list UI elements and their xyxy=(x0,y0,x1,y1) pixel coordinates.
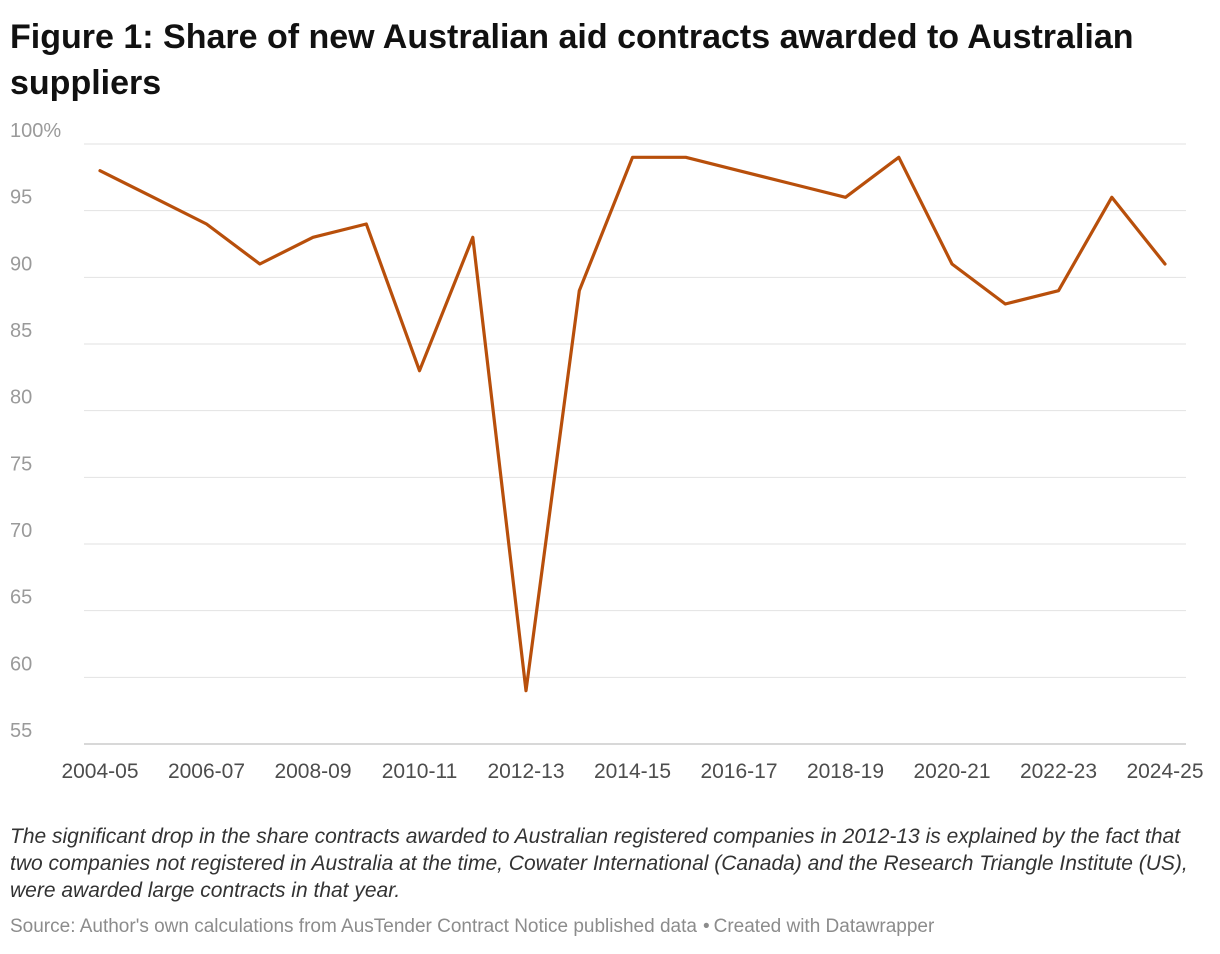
y-tick-label: 80 xyxy=(10,387,32,409)
y-tick-label: 95 xyxy=(10,187,32,209)
y-tick-label: 75 xyxy=(10,453,32,475)
series-line xyxy=(98,155,1167,693)
x-axis-ticks: 2004-05 2006-07 2008-09 2010-11 2012-13 2014-… xyxy=(61,760,1203,783)
gridlines xyxy=(84,143,1186,745)
y-tick-label: 70 xyxy=(10,520,32,542)
y-tick-label: 60 xyxy=(10,653,32,675)
footer-separator: • xyxy=(702,916,710,937)
x-tick-label: 2022-23 xyxy=(1020,760,1097,783)
y-tick-label: 65 xyxy=(10,587,32,609)
x-tick-label: 2024-25 xyxy=(1126,760,1203,783)
x-tick-label: 2016-17 xyxy=(700,760,777,783)
x-tick-label: 2006-07 xyxy=(168,760,245,783)
x-tick-label: 2014-15 xyxy=(594,760,671,783)
y-tick-label: 85 xyxy=(10,320,32,342)
y-axis-ticks: 100% 95 90 85 80 75 70 65 60 55 xyxy=(10,120,61,742)
x-tick-label: 2020-21 xyxy=(913,760,990,783)
y-tick-label: 100% xyxy=(10,120,61,142)
x-tick-label: 2004-05 xyxy=(61,760,138,783)
chart-footer: Source: Author's own calculations from A… xyxy=(10,916,1205,938)
credit-text: Created with Datawrapper xyxy=(713,916,935,937)
y-tick-label: 90 xyxy=(10,253,32,275)
y-tick-label: 55 xyxy=(10,720,32,742)
source-text: Source: Author's own calculations from A… xyxy=(10,916,697,937)
x-tick-label: 2012-13 xyxy=(487,760,564,783)
x-tick-label: 2010-11 xyxy=(382,760,458,783)
chart-title: Figure 1: Share of new Australian aid co… xyxy=(10,18,1134,102)
x-tick-label: 2018-19 xyxy=(807,760,884,783)
x-tick-label: 2008-09 xyxy=(274,760,351,783)
series-layer xyxy=(98,155,1167,693)
chart-note: The significant drop in the share contra… xyxy=(10,825,1188,902)
